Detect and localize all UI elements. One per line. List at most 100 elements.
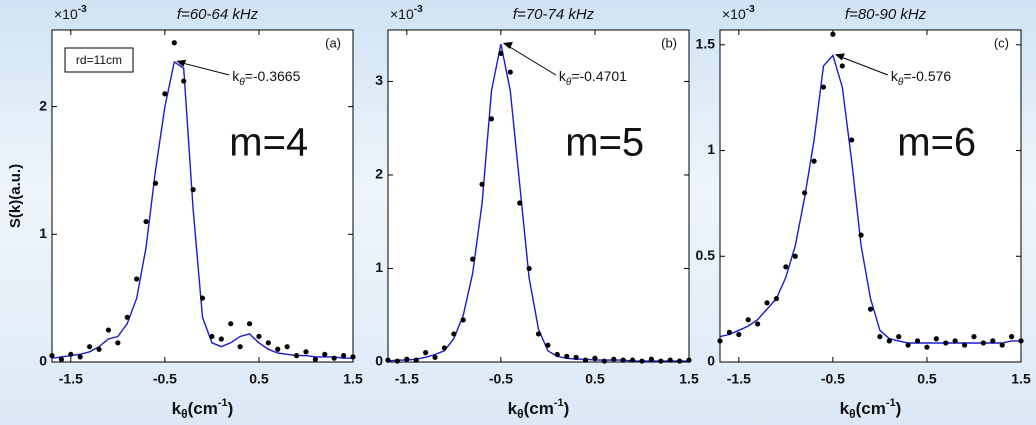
data-point [413, 357, 419, 363]
data-point [990, 338, 996, 344]
data-point [68, 351, 74, 357]
data-point [914, 338, 921, 344]
data-point [830, 31, 836, 37]
annotation-arrow [836, 54, 889, 76]
data-point [209, 333, 215, 340]
data-point [77, 354, 83, 360]
label-box [64, 47, 134, 73]
annotation-k: k [559, 68, 567, 84]
data-point [87, 344, 93, 350]
data-point [199, 295, 206, 301]
arrow-head [502, 42, 513, 50]
data-point [58, 356, 65, 363]
data-point [470, 256, 476, 262]
data-point [105, 327, 112, 333]
x-label-exp: -1 [218, 397, 228, 409]
data-line [387, 43, 689, 362]
data-point [181, 78, 187, 84]
x-label-k: k [840, 399, 850, 418]
x-tick-label: 0.5 [249, 371, 269, 387]
x-label-exp: -1 [886, 397, 896, 409]
panel-title: f=70-74 kHz [513, 6, 595, 23]
x-label-k: k [508, 399, 518, 418]
scale-base: ×10 [390, 6, 414, 22]
data-point [667, 357, 673, 363]
annotation-value: =-0.576 [903, 68, 951, 84]
x-tick-label: -0.5 [821, 371, 845, 387]
data-point [171, 40, 177, 46]
x-label-unit: (cm [524, 399, 554, 418]
annotation-sub: θ [898, 77, 904, 88]
data-point [564, 353, 570, 359]
annotation: kθ=-0.576 [891, 68, 952, 88]
y-tick-label: 2 [39, 97, 47, 113]
data-point [961, 342, 968, 348]
data-point [611, 356, 617, 362]
data-point [924, 344, 930, 350]
x-tick-label: 1.5 [343, 371, 363, 387]
data-point [303, 349, 309, 355]
data-point [284, 344, 290, 350]
data-point [658, 358, 664, 364]
data-point [498, 50, 504, 56]
annotation-value: =-0.4701 [571, 68, 627, 84]
annotation-sub: θ [566, 77, 572, 88]
x-label-k: k [172, 399, 182, 418]
x-label-sub: θ [181, 407, 188, 421]
data-point [999, 342, 1005, 348]
data-point [331, 355, 337, 361]
data-point [905, 342, 911, 348]
data-point [340, 353, 347, 359]
x-tick-label: 1.5 [1011, 371, 1031, 387]
x-label-unit: (cm [188, 399, 218, 418]
x-label-sub: θ [849, 407, 856, 421]
data-point [517, 200, 523, 206]
data-line [51, 60, 353, 359]
data-point [152, 180, 159, 186]
panel: -1.5 -0.5 0.5 1.5 0 1 2 ×10-3 f=60-64 kHz (a) m=4 r… [7, 4, 363, 422]
data-point [404, 356, 410, 362]
plot-frame [387, 29, 690, 363]
annotation: kθ=-0.3665 [232, 68, 300, 88]
y-tick-label: 0 [39, 353, 47, 369]
plot-frame [51, 29, 354, 363]
data-point [554, 351, 560, 358]
data-point [134, 276, 140, 282]
data-point [783, 264, 789, 270]
x-tick-label: 0.5 [917, 371, 937, 387]
data-point [849, 137, 855, 143]
x-label-exp: -1 [554, 397, 564, 409]
data-point [246, 321, 253, 327]
data-point [190, 187, 196, 193]
x-tick-label: -0.5 [153, 371, 177, 387]
data-point [601, 358, 607, 364]
data-point [488, 116, 495, 122]
x-tick-label: -1.5 [395, 371, 419, 387]
data-point [582, 357, 589, 363]
panel-label: (c) [994, 35, 1009, 50]
annotation-arrow [504, 43, 557, 76]
panel: -1.5 -0.5 0.5 1.5 0 1 2 3 ×10-3 f=70-74 kHz (b) m=5… [375, 4, 699, 422]
data-point [451, 331, 457, 337]
data-point [526, 265, 532, 272]
data-point [507, 69, 513, 75]
data-point [877, 334, 883, 340]
scale-base: ×10 [722, 6, 746, 22]
scale-exp: -3 [746, 4, 755, 15]
data-point [545, 342, 551, 348]
x-label-sub: θ [517, 407, 524, 421]
y-tick-label: 1 [375, 259, 383, 275]
data-point [629, 357, 636, 363]
x-axis-label: kθ(cm-1) [840, 397, 902, 421]
data-point [886, 338, 892, 344]
panel: -1.5 -0.5 0.5 1.5 0 0.5 1 1.5 ×10-3 f=80-90 kHz (c… [696, 4, 1031, 422]
x-tick-label: -1.5 [59, 371, 83, 387]
data-point [648, 356, 654, 362]
box-label: rd=11cm [76, 53, 122, 67]
x-axis-label: kθ(cm-1) [172, 397, 234, 421]
data-point [620, 357, 626, 363]
data-point [745, 317, 751, 323]
x-label-end: ) [896, 399, 902, 418]
panel-label: (a) [325, 35, 341, 50]
data-point [441, 345, 448, 351]
